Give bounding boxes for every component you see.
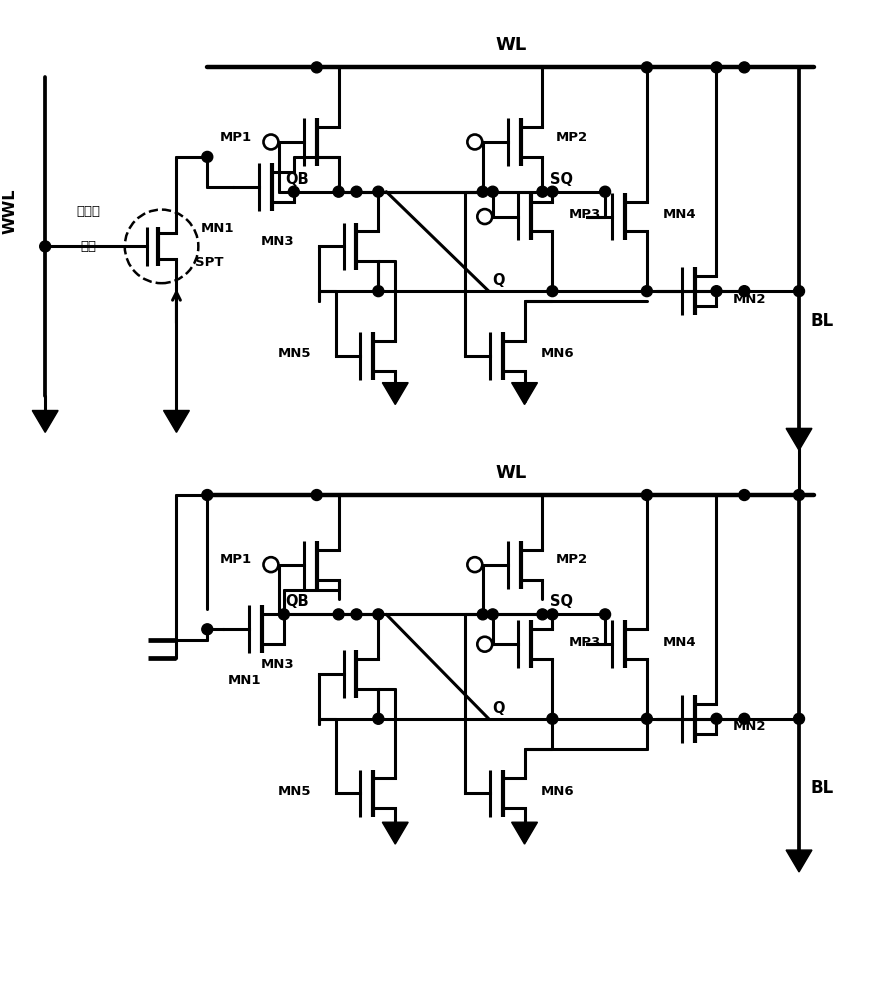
Circle shape [333, 609, 344, 620]
Circle shape [373, 609, 384, 620]
Polygon shape [32, 410, 58, 432]
Polygon shape [786, 850, 812, 872]
Text: MP3: MP3 [569, 636, 601, 649]
Circle shape [288, 186, 300, 197]
Text: MP1: MP1 [220, 553, 252, 566]
Text: BL: BL [811, 779, 834, 797]
Circle shape [641, 62, 653, 73]
Circle shape [641, 713, 653, 724]
Text: QB: QB [285, 172, 308, 187]
Circle shape [537, 186, 548, 197]
Circle shape [547, 713, 558, 724]
Circle shape [711, 713, 722, 724]
Text: SQ: SQ [550, 594, 574, 609]
Circle shape [201, 490, 213, 500]
Circle shape [794, 713, 804, 724]
Polygon shape [512, 822, 538, 844]
Text: MN2: MN2 [732, 720, 766, 733]
Text: MP1: MP1 [220, 131, 252, 144]
Text: SPT: SPT [195, 256, 224, 269]
Circle shape [641, 286, 653, 297]
Circle shape [201, 624, 213, 635]
Circle shape [794, 490, 804, 500]
Text: WL: WL [495, 36, 526, 54]
Circle shape [738, 62, 750, 73]
Circle shape [311, 490, 322, 500]
Text: MP2: MP2 [555, 131, 588, 144]
Circle shape [477, 609, 488, 620]
Polygon shape [512, 383, 538, 405]
Polygon shape [786, 428, 812, 450]
Circle shape [537, 609, 548, 620]
Text: 输管: 输管 [80, 240, 96, 253]
Circle shape [794, 286, 804, 297]
Text: MN2: MN2 [732, 293, 766, 306]
Circle shape [201, 151, 213, 162]
Circle shape [373, 186, 384, 197]
Circle shape [600, 186, 611, 197]
Circle shape [487, 186, 498, 197]
Circle shape [738, 713, 750, 724]
Text: MN5: MN5 [279, 785, 312, 798]
Text: MN1: MN1 [228, 674, 261, 687]
Text: Q: Q [492, 701, 505, 716]
Text: MN4: MN4 [663, 208, 696, 221]
Circle shape [351, 609, 362, 620]
Circle shape [373, 286, 384, 297]
Text: MN3: MN3 [261, 658, 295, 671]
Circle shape [711, 286, 722, 297]
Circle shape [738, 286, 750, 297]
Text: WL: WL [495, 464, 526, 482]
Polygon shape [382, 383, 408, 405]
Text: MN5: MN5 [279, 347, 312, 360]
Text: MN3: MN3 [261, 235, 295, 248]
Circle shape [547, 186, 558, 197]
Text: MN6: MN6 [540, 785, 574, 798]
Circle shape [39, 241, 51, 252]
Polygon shape [164, 410, 189, 432]
Circle shape [487, 609, 498, 620]
Text: WWL: WWL [3, 189, 18, 234]
Text: MP2: MP2 [555, 553, 588, 566]
Circle shape [600, 609, 611, 620]
Text: MN1: MN1 [201, 222, 234, 235]
Circle shape [641, 490, 653, 500]
Text: 共享传: 共享传 [76, 205, 100, 218]
Circle shape [279, 609, 289, 620]
Circle shape [738, 490, 750, 500]
Circle shape [351, 186, 362, 197]
Polygon shape [382, 822, 408, 844]
Text: QB: QB [285, 594, 308, 609]
Text: SQ: SQ [550, 172, 574, 187]
Circle shape [547, 609, 558, 620]
Circle shape [711, 62, 722, 73]
Circle shape [547, 286, 558, 297]
Text: BL: BL [811, 312, 834, 330]
Circle shape [311, 62, 322, 73]
Text: MP3: MP3 [569, 208, 601, 221]
Circle shape [373, 713, 384, 724]
Circle shape [477, 186, 488, 197]
Text: Q: Q [492, 273, 505, 288]
Text: MN4: MN4 [663, 636, 696, 649]
Text: MN6: MN6 [540, 347, 574, 360]
Circle shape [333, 186, 344, 197]
